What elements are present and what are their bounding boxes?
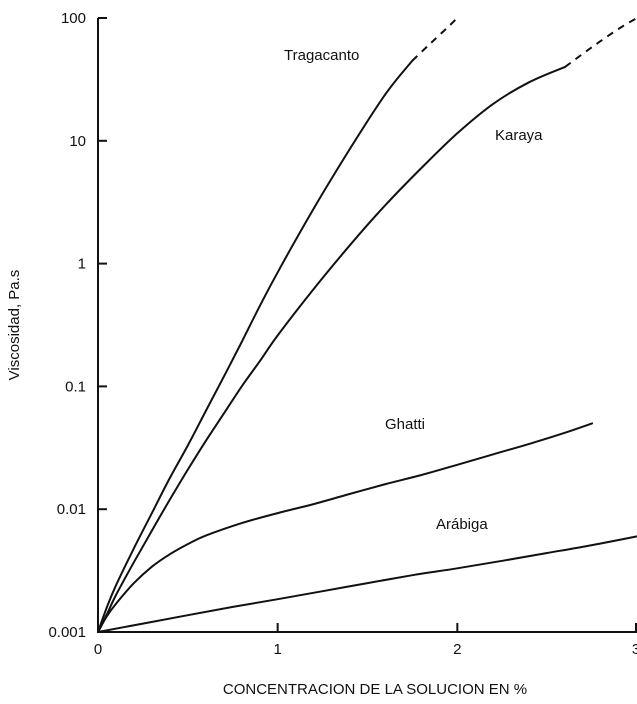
series-label-karaya: Karaya: [495, 127, 543, 144]
series-line-karaya: [97, 65, 567, 633]
x-tick-label: 2: [453, 641, 461, 658]
y-tick-label: 10: [69, 133, 86, 150]
series-extrapolation-tragacanto: [411, 17, 458, 62]
series-extrapolation-karaya: [564, 17, 637, 68]
y-axis-title: Viscosidad, Pa.s: [6, 270, 23, 381]
series-line-tragacanto: [97, 59, 414, 633]
series-line-ghatti: [97, 422, 594, 633]
curve-group: [97, 17, 637, 633]
series-label-tragacanto: Tragacanto: [284, 47, 359, 64]
y-tick-label: 100: [61, 10, 86, 27]
axes: [97, 18, 637, 633]
x-tick-label: 0: [94, 641, 102, 658]
y-tick-label: 0.1: [65, 378, 86, 395]
series-label-arabiga: Arábiga: [436, 516, 488, 533]
series-line-arabiga: [97, 535, 637, 633]
tick-group: 0.001 0.01 0.1 1 10 100 0 1 2 3: [48, 10, 637, 658]
x-axis-title: CONCENTRACION DE LA SOLUCION EN %: [223, 681, 527, 698]
y-tick-label: 1: [78, 256, 86, 273]
y-tick-label: 0.01: [57, 501, 86, 518]
x-tick-label: 3: [632, 641, 637, 658]
series-label-ghatti: Ghatti: [385, 416, 425, 433]
y-tick-label: 0.001: [48, 624, 86, 641]
x-tick-label: 1: [273, 641, 281, 658]
